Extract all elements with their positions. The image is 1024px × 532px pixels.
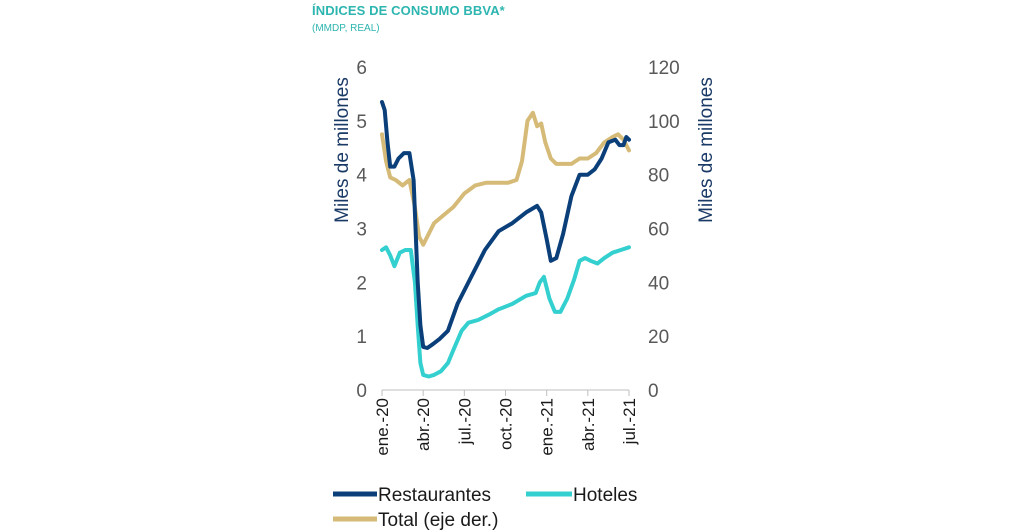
x-tick-label: jul.-21	[620, 398, 639, 445]
y-tick-right-label: 80	[648, 166, 669, 187]
y-ticks-right: 0 20 40 60 80 100 120	[648, 58, 680, 402]
x-ticks: ene.-20 abr.-20 jul.-20 oct.-20 ene.-21 abr.-…	[373, 390, 639, 456]
y-axis-title-right: Miles de millones	[696, 77, 717, 223]
legend-label-hoteles: Hoteles	[573, 485, 637, 506]
x-tick-label: abr.-21	[579, 398, 598, 451]
legend: Restaurantes Hoteles Total (eje der.)	[333, 485, 637, 531]
y-tick-left-label: 0	[356, 381, 367, 402]
legend-label-total: Total (eje der.)	[378, 510, 498, 531]
y-tick-left-label: 1	[356, 327, 367, 348]
y-tick-left-label: 3	[356, 220, 367, 241]
series-line-hoteles	[380, 245, 631, 379]
y-tick-left-label: 6	[356, 58, 367, 79]
x-tick-label: abr.-20	[414, 398, 433, 451]
x-tick-label: ene.-20	[373, 398, 392, 456]
series-group	[380, 100, 631, 379]
y-tick-right-label: 120	[648, 58, 680, 79]
y-tick-left-label: 5	[356, 112, 367, 133]
y-tick-left-label: 4	[356, 166, 367, 187]
y-tick-right-label: 40	[648, 273, 669, 294]
x-tick-label: jul.-20	[455, 398, 474, 445]
y-tick-right-label: 100	[648, 112, 680, 133]
chart-title: ÍNDICES DE CONSUMO BBVA*	[312, 3, 505, 18]
legend-label-restaurantes: Restaurantes	[378, 485, 491, 506]
y-tick-right-label: 20	[648, 327, 669, 348]
y-axis-title-left: Miles de millones	[332, 77, 353, 223]
x-tick-label: ene.-21	[538, 398, 557, 456]
y-ticks-left: 0 1 2 3 4 5 6	[356, 58, 367, 402]
y-tick-right-label: 0	[648, 381, 659, 402]
y-tick-right-label: 60	[648, 220, 669, 241]
x-tick-label: oct.-20	[497, 398, 516, 450]
series-line-restaurantes	[380, 100, 631, 350]
y-tick-left-label: 2	[356, 273, 367, 294]
chart-subtitle: (MMDP, REAL)	[312, 23, 380, 34]
